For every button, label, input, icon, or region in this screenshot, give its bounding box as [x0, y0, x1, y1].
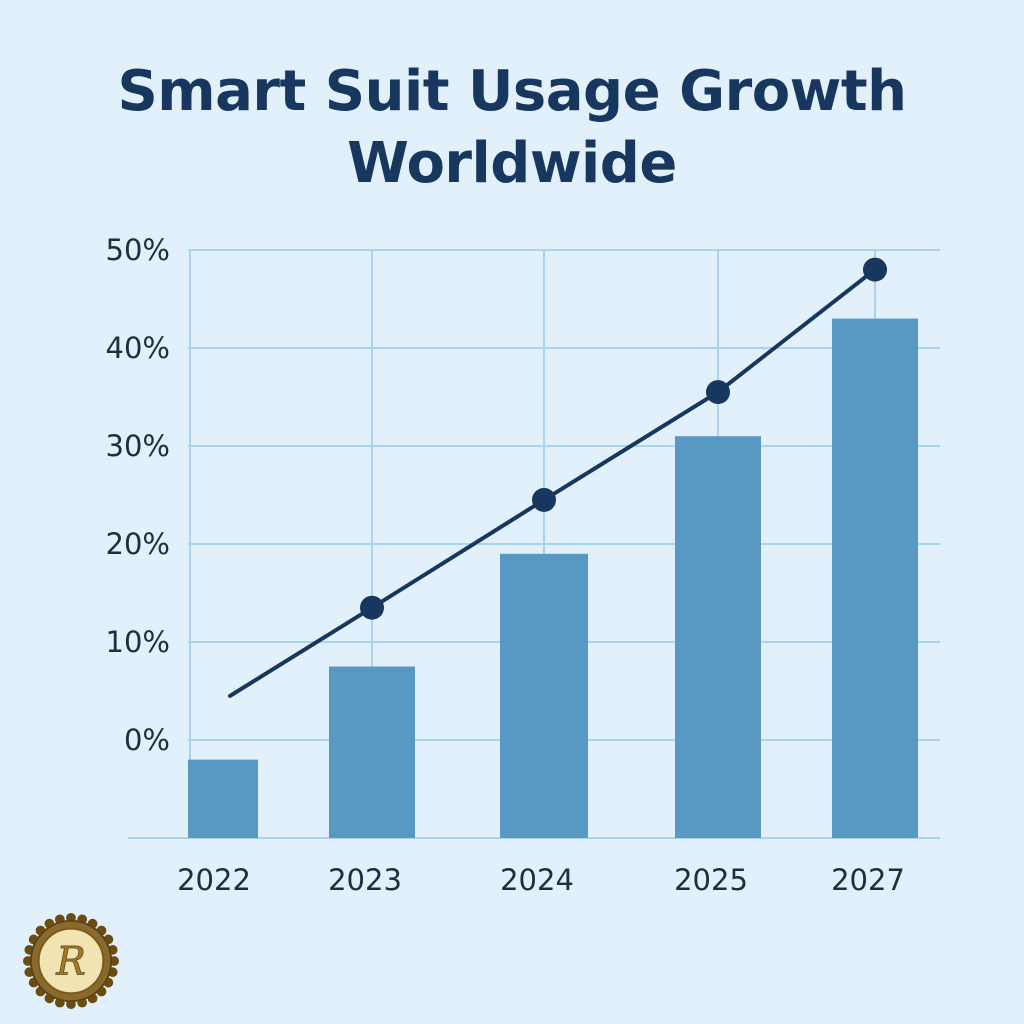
trend-point-2024 — [532, 487, 556, 512]
x-category-label: 2023 — [328, 863, 402, 897]
bar-2027 — [832, 318, 918, 839]
bar-2023 — [329, 666, 415, 838]
x-category-label: 2024 — [500, 863, 574, 897]
bar-2022 — [188, 759, 258, 838]
y-tick-label: 20% — [106, 527, 170, 561]
trend-point-2023 — [360, 595, 384, 620]
chart-title-line-1: Smart Suit Usage Growth — [117, 59, 907, 124]
x-category-label: 2027 — [831, 863, 905, 897]
x-category-label: 2025 — [674, 863, 748, 897]
y-tick-label: 40% — [106, 331, 170, 365]
y-tick-label: 10% — [106, 625, 170, 659]
chart-title: Smart Suit Usage Growth Worldwide — [0, 56, 1024, 200]
logo-letter: R — [55, 940, 86, 985]
r-seal-logo: R — [22, 912, 120, 1010]
trend-point-2027 — [863, 257, 887, 282]
y-tick-label: 30% — [106, 429, 170, 463]
x-category-label: 2022 — [177, 863, 251, 897]
chart-title-line-2: Worldwide — [347, 131, 677, 196]
y-tick-label: 0% — [124, 723, 170, 757]
bar-2024 — [500, 553, 588, 838]
y-tick-label: 50% — [106, 233, 170, 267]
trend-point-2025 — [706, 380, 730, 405]
bar-2025 — [675, 436, 761, 838]
